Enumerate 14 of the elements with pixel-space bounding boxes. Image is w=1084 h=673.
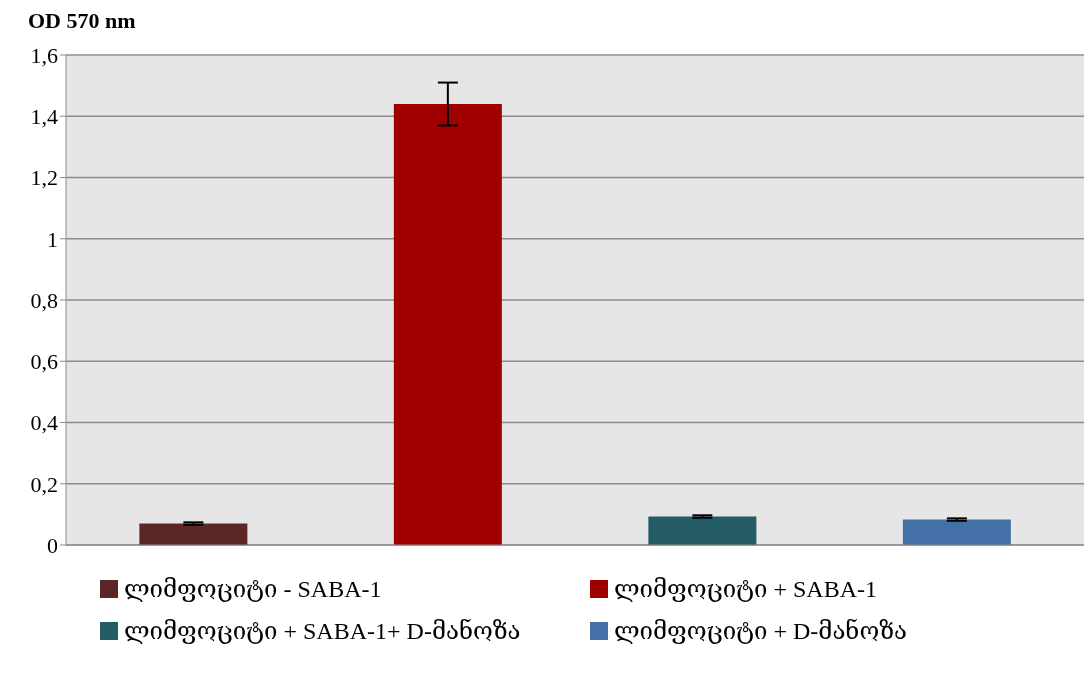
y-tick-label: 0,2 (30, 471, 58, 497)
y-tick-label: 0,4 (30, 410, 58, 436)
y-tick-label: 0 (47, 532, 58, 558)
y-tick-label: 1,6 (30, 42, 58, 68)
legend-label: ლიმფოციტი + D-მანოზა (614, 617, 908, 645)
y-tick-label: 0,6 (30, 349, 58, 375)
y-tick-label: 1,2 (30, 165, 58, 191)
y-tick-label: 0,8 (30, 287, 58, 313)
legend-label: ლიმფოციტი - SABA-1 (124, 575, 382, 603)
y-tick-label: 1 (47, 226, 58, 252)
legend-label: ლიმფოციტი + SABA-1+ D-მანოზა (124, 617, 521, 645)
y-axis-title: OD 570 nm (28, 8, 136, 34)
y-tick-label: 1,4 (30, 104, 58, 130)
legend-label: ლიმფოციტი + SABA-1 (614, 575, 878, 603)
